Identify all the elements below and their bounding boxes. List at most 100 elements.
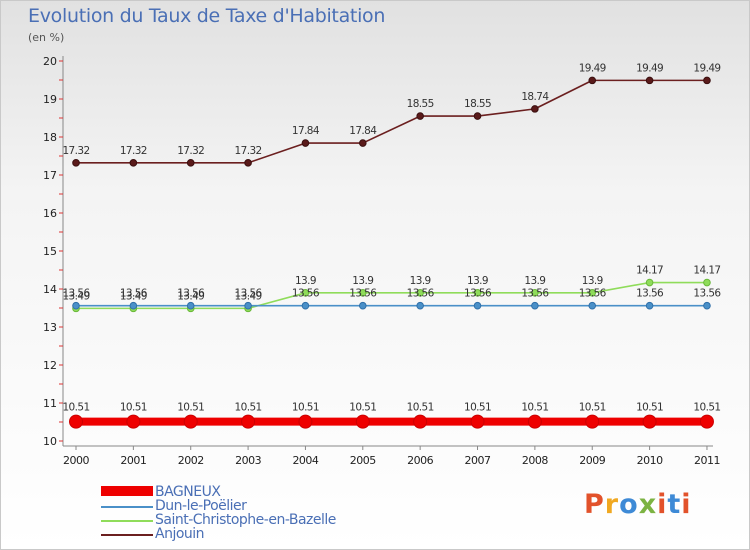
data-point-anjouin <box>531 105 539 113</box>
data-point-anjouin <box>186 159 195 167</box>
data-label-saint-christophe-en-bazelle: 13.49 <box>177 290 204 302</box>
logo-letter: x <box>638 489 658 520</box>
data-point-bagneux <box>183 414 198 429</box>
data-point-bagneux <box>585 414 600 429</box>
data-label-anjouin: 17.32 <box>120 145 147 157</box>
data-label-dun-le-po-lier: 13.56 <box>62 288 90 300</box>
data-point-saint-christophe-en-bazelle <box>703 278 711 287</box>
x-tick-label: 2011 <box>694 454 720 467</box>
data-point-saint-christophe-en-bazelle <box>588 289 597 297</box>
data-label-dun-le-po-lier: 13.56 <box>464 288 492 300</box>
series-line-saint-christophe-en-bazelle <box>76 281 707 310</box>
data-point-anjouin <box>473 112 482 120</box>
data-label-bagneux: 10.51 <box>235 402 262 414</box>
proxiti-logo: Proxiti <box>584 489 692 520</box>
data-label-dun-le-po-lier: 13.56 <box>235 288 263 300</box>
data-point-dun-le-po-lier <box>186 301 195 310</box>
data-label-anjouin: 18.55 <box>407 98 434 110</box>
data-point-anjouin <box>588 76 597 85</box>
legend-swatch-bagneux <box>101 486 153 496</box>
logo-letter: o <box>619 489 639 520</box>
data-point-bagneux <box>470 414 485 429</box>
data-point-saint-christophe-en-bazelle <box>473 289 482 297</box>
legend-swatch-anjouin <box>101 534 153 536</box>
series-line-anjouin <box>76 79 707 164</box>
data-point-saint-christophe-en-bazelle <box>301 289 310 297</box>
legend-label-bagneux: BAGNEUX <box>155 484 221 500</box>
data-point-bagneux <box>241 414 256 429</box>
data-label-anjouin: 17.84 <box>292 125 320 137</box>
data-label-saint-christophe-en-bazelle: 13.9 <box>582 275 603 287</box>
data-point-dun-le-po-lier <box>301 301 310 310</box>
data-label-bagneux: 10.51 <box>62 402 89 414</box>
data-label-dun-le-po-lier: 13.56 <box>120 288 148 300</box>
data-label-bagneux: 10.51 <box>636 402 663 414</box>
data-label-dun-le-po-lier: 13.56 <box>349 288 377 300</box>
y-tick-label: 15 <box>43 245 57 258</box>
data-label-dun-le-po-lier: 13.56 <box>693 288 721 300</box>
y-tick-label: 14 <box>43 283 57 296</box>
data-point-anjouin <box>301 139 310 147</box>
data-point-saint-christophe-en-bazelle <box>416 289 424 297</box>
data-label-saint-christophe-en-bazelle: 13.49 <box>120 290 147 302</box>
x-tick-label: 2004 <box>292 454 318 467</box>
data-point-bagneux <box>355 414 370 429</box>
y-tick-label: 17 <box>43 169 57 182</box>
legend-swatch-saint-christophe <box>101 520 153 522</box>
data-label-anjouin: 17.32 <box>235 145 262 157</box>
data-point-dun-le-po-lier <box>359 301 367 310</box>
legend-label-anjouin: Anjouin <box>155 526 205 542</box>
logo-letter: i <box>681 489 692 520</box>
data-label-bagneux: 10.51 <box>579 402 606 414</box>
data-label-dun-le-po-lier: 13.56 <box>292 288 320 300</box>
data-label-bagneux: 10.51 <box>693 402 720 414</box>
x-tick-label: 2006 <box>407 454 433 467</box>
x-tick-label: 2005 <box>350 454 376 467</box>
x-tick-label: 2001 <box>120 454 146 467</box>
data-point-saint-christophe-en-bazelle <box>359 289 367 297</box>
data-label-saint-christophe-en-bazelle: 13.9 <box>295 275 316 287</box>
data-point-bagneux <box>413 414 428 429</box>
y-tick-label: 11 <box>43 397 57 410</box>
x-tick-label: 2008 <box>522 454 548 467</box>
data-point-bagneux <box>298 414 313 429</box>
data-label-dun-le-po-lier: 13.56 <box>521 288 549 300</box>
y-tick-label: 13 <box>43 321 57 334</box>
data-point-bagneux <box>126 414 141 429</box>
data-point-dun-le-po-lier <box>703 301 711 310</box>
data-label-anjouin: 19.49 <box>693 62 720 74</box>
x-tick-label: 2010 <box>637 454 663 467</box>
data-point-saint-christophe-en-bazelle <box>645 278 654 287</box>
data-label-saint-christophe-en-bazelle: 14.17 <box>636 265 663 277</box>
data-point-bagneux <box>69 414 83 429</box>
x-tick-label: 2003 <box>235 454 261 467</box>
data-label-saint-christophe-en-bazelle: 13.9 <box>524 275 545 287</box>
data-label-anjouin: 17.84 <box>349 125 377 137</box>
data-point-anjouin <box>645 76 654 85</box>
legend-swatch-dun-le-poelier <box>101 506 153 508</box>
chart-unit: (en %) <box>28 31 65 44</box>
data-point-anjouin <box>72 159 80 167</box>
data-label-dun-le-po-lier: 13.56 <box>636 288 664 300</box>
x-tick-label: 2009 <box>579 454 605 467</box>
data-label-bagneux: 10.51 <box>407 402 434 414</box>
logo-letter: r <box>604 489 620 520</box>
data-point-bagneux <box>527 414 542 429</box>
y-tick-label: 20 <box>43 55 57 68</box>
data-label-saint-christophe-en-bazelle: 14.17 <box>693 265 720 277</box>
legend-label-dun-le-poelier: Dun-le-Poëlier <box>155 498 247 514</box>
data-point-dun-le-po-lier <box>531 301 539 310</box>
data-point-saint-christophe-en-bazelle <box>531 289 539 297</box>
data-point-dun-le-po-lier <box>129 301 138 310</box>
data-label-bagneux: 10.51 <box>349 402 376 414</box>
data-point-anjouin <box>359 139 367 147</box>
legend-label-saint-christophe: Saint-Christophe-en-Bazelle <box>155 512 336 528</box>
data-label-bagneux: 10.51 <box>292 402 319 414</box>
data-label-bagneux: 10.51 <box>521 402 548 414</box>
data-label-dun-le-po-lier: 13.56 <box>579 288 607 300</box>
data-point-bagneux <box>642 414 657 429</box>
data-label-anjouin: 17.32 <box>177 145 204 157</box>
data-label-anjouin: 19.49 <box>579 62 606 74</box>
data-label-anjouin: 19.49 <box>636 62 663 74</box>
